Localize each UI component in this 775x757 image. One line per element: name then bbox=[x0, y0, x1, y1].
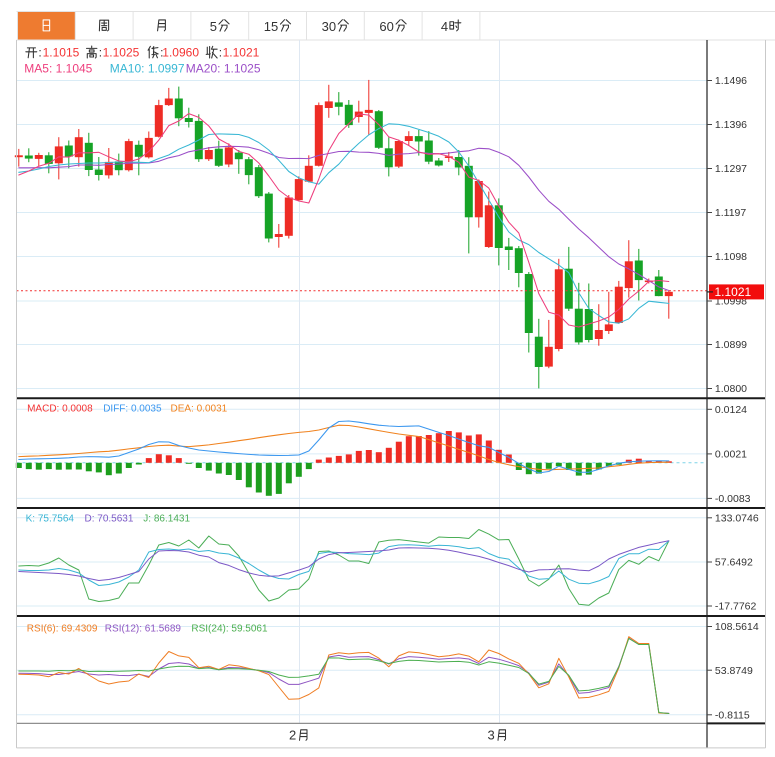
svg-text:60: 60 bbox=[379, 19, 393, 34]
svg-text:3: 3 bbox=[488, 728, 495, 743]
svg-text:5: 5 bbox=[210, 19, 217, 34]
svg-text:-0.0083: -0.0083 bbox=[715, 493, 751, 505]
svg-text:-17.7762: -17.7762 bbox=[715, 601, 757, 613]
svg-text:2: 2 bbox=[289, 728, 296, 743]
svg-text:MA20: 1.1025: MA20: 1.1025 bbox=[186, 61, 261, 75]
svg-text:1.0800: 1.0800 bbox=[715, 383, 747, 395]
svg-text:D: 70.5631: D: 70.5631 bbox=[85, 513, 134, 524]
svg-text:DIFF: 0.0035: DIFF: 0.0035 bbox=[103, 403, 162, 414]
svg-text::: : bbox=[160, 46, 163, 60]
svg-text:RSI(12): 61.5689: RSI(12): 61.5689 bbox=[105, 623, 182, 634]
svg-text:K: 75.7564: K: 75.7564 bbox=[26, 513, 75, 524]
svg-text::: : bbox=[38, 46, 41, 60]
svg-text:0.0124: 0.0124 bbox=[715, 404, 747, 416]
svg-text::: : bbox=[219, 46, 222, 60]
svg-text:DEA: 0.0031: DEA: 0.0031 bbox=[171, 403, 228, 414]
svg-text:MACD: 0.0008: MACD: 0.0008 bbox=[27, 403, 93, 414]
svg-text:1.1396: 1.1396 bbox=[715, 119, 747, 131]
svg-text:RSI(24): 59.5061: RSI(24): 59.5061 bbox=[191, 623, 268, 634]
svg-text:1.1197: 1.1197 bbox=[715, 207, 746, 219]
svg-text::: : bbox=[99, 46, 102, 60]
svg-text:1.1098: 1.1098 bbox=[715, 251, 747, 263]
svg-text:1.1025: 1.1025 bbox=[103, 46, 140, 60]
svg-text:1.1496: 1.1496 bbox=[715, 75, 747, 87]
svg-text:1.1297: 1.1297 bbox=[715, 163, 747, 175]
svg-text:1.1021: 1.1021 bbox=[223, 46, 260, 60]
svg-text:57.6492: 57.6492 bbox=[715, 557, 753, 569]
svg-text:0.0021: 0.0021 bbox=[715, 449, 747, 461]
svg-text:1.1021: 1.1021 bbox=[715, 285, 752, 299]
svg-text:15: 15 bbox=[264, 19, 278, 34]
svg-text:4: 4 bbox=[441, 19, 448, 34]
svg-text:-0.8115: -0.8115 bbox=[715, 710, 750, 722]
svg-text:J: 86.1431: J: 86.1431 bbox=[143, 513, 190, 524]
svg-text:53.8749: 53.8749 bbox=[715, 665, 753, 677]
svg-text:1.1015: 1.1015 bbox=[43, 46, 80, 60]
svg-text:RSI(6): 69.4309: RSI(6): 69.4309 bbox=[27, 623, 98, 634]
svg-text:133.0746: 133.0746 bbox=[715, 513, 759, 525]
svg-text:MA10: 1.0997: MA10: 1.0997 bbox=[110, 61, 185, 75]
svg-text:MA5: 1.1045: MA5: 1.1045 bbox=[24, 61, 92, 75]
svg-text:108.5614: 108.5614 bbox=[715, 621, 759, 633]
svg-text:1.0899: 1.0899 bbox=[715, 339, 747, 351]
svg-text:1.0960: 1.0960 bbox=[162, 46, 199, 60]
svg-text:30: 30 bbox=[322, 19, 336, 34]
